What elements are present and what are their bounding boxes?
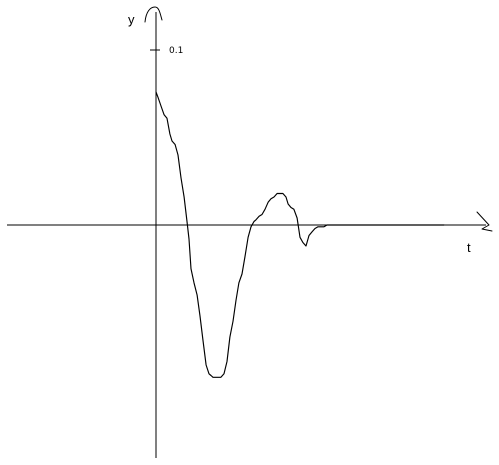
x-axis-arrowhead <box>476 211 493 232</box>
y-axis-label: y <box>128 12 135 27</box>
y-tick-label-0-1: 0.1 <box>169 46 183 56</box>
y-axis-arrowhead <box>144 6 163 23</box>
x-axis-label: t <box>467 240 471 255</box>
response-curve <box>155 91 445 378</box>
